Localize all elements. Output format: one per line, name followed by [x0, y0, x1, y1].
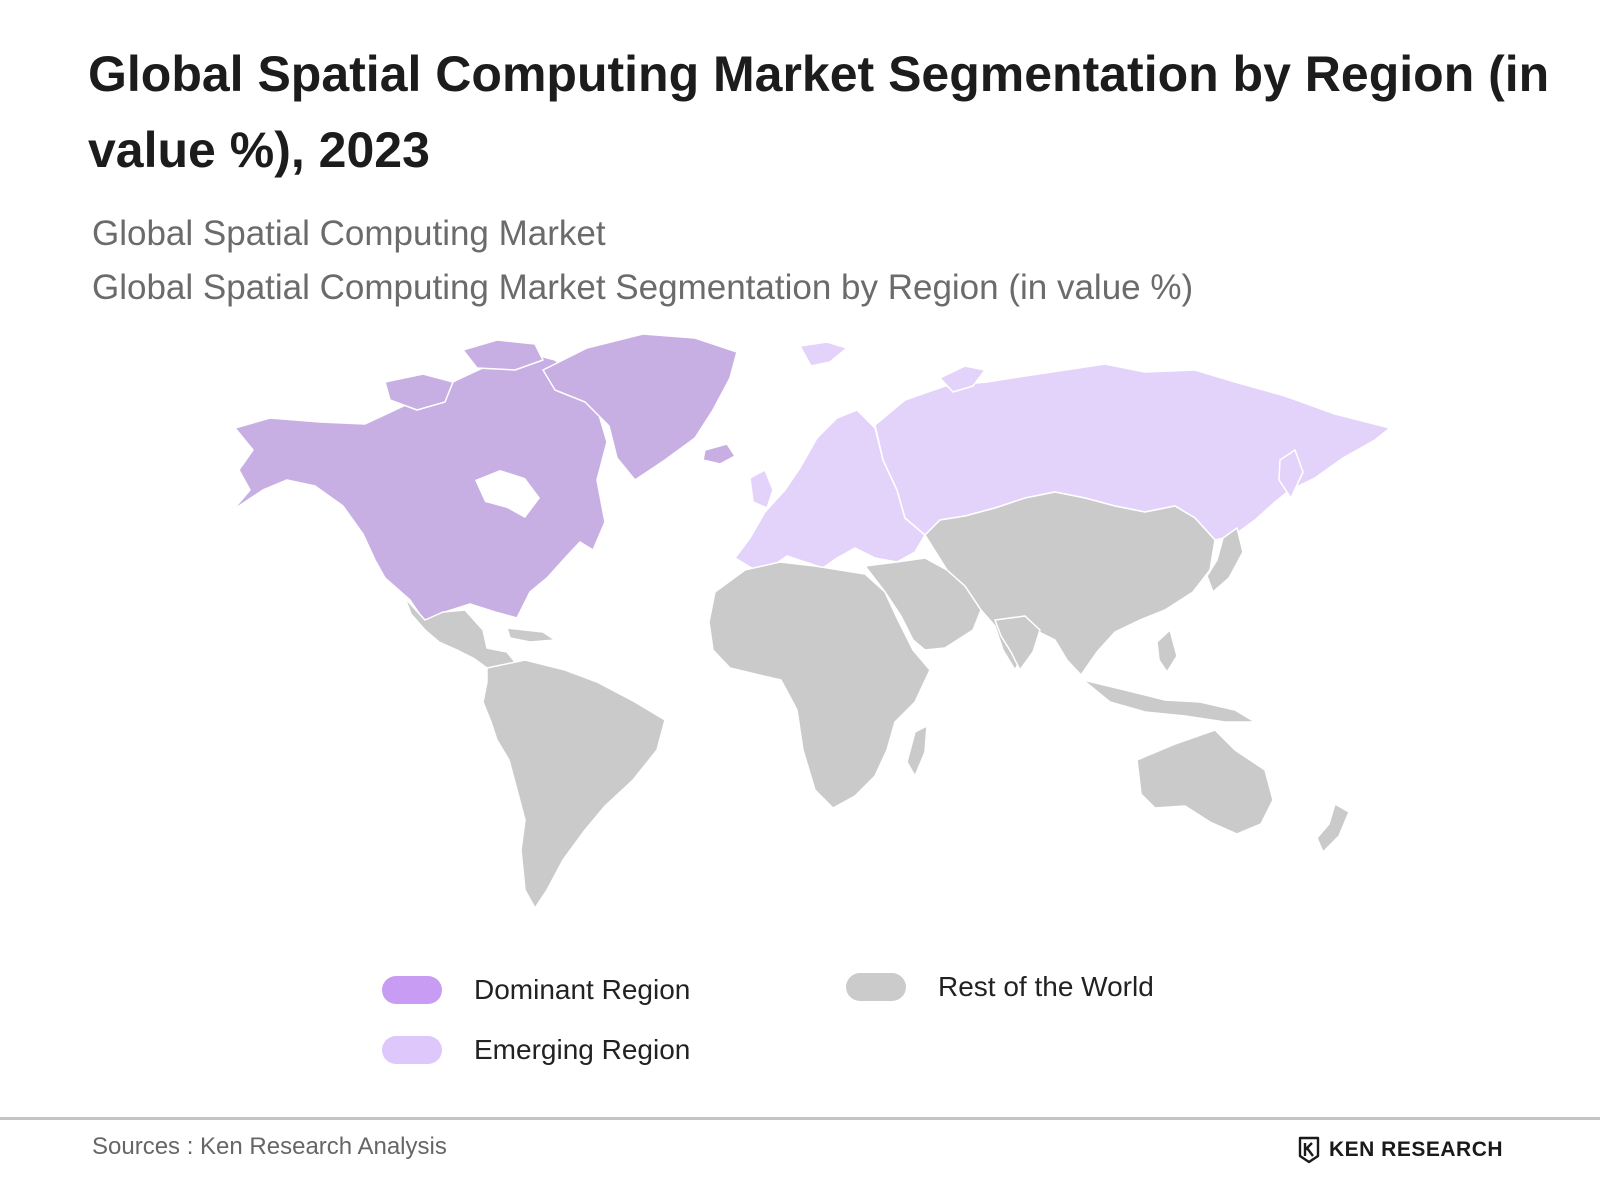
- title-line-1: Global Spatial Computing Market Segmenta…: [88, 46, 1550, 102]
- region-caribbean: [506, 627, 556, 643]
- brand-name: KEN RESEARCH: [1329, 1138, 1504, 1161]
- legend-label-rest: Rest of the World: [938, 971, 1154, 1002]
- subtitle-segmentation: Global Spatial Computing Market Segmenta…: [92, 268, 1194, 307]
- legend-dominant: Dominant Region: [382, 974, 690, 1006]
- region-kamchatka: [1278, 449, 1304, 499]
- source-note: Sources : Ken Research Analysis: [92, 1133, 447, 1160]
- legend-rest: Rest of the World: [846, 971, 1154, 1003]
- region-asia: [924, 491, 1216, 676]
- legend-emerging: Emerging Region: [382, 1034, 690, 1066]
- region-greenland: [542, 333, 738, 481]
- legend-swatch-rest: [846, 973, 906, 1001]
- region-japan: [1206, 527, 1244, 593]
- region-iceland: [702, 443, 736, 465]
- ken-research-logo-icon: [1298, 1136, 1320, 1164]
- title-line-2: value %), 2023: [88, 122, 430, 178]
- footer-divider: [0, 1117, 1600, 1120]
- region-madagascar: [906, 725, 928, 777]
- region-british-isles: [749, 469, 774, 509]
- legend-swatch-emerging: [382, 1036, 442, 1064]
- region-north-america: [232, 351, 608, 623]
- region-australia: [1136, 729, 1274, 835]
- region-southeast-asia-islands: [1082, 679, 1256, 723]
- legend-label-emerging: Emerging Region: [474, 1034, 691, 1065]
- region-india: [994, 615, 1041, 671]
- region-arctic-islands-2: [462, 339, 544, 371]
- region-south-america: [482, 659, 666, 909]
- legend-label-dominant: Dominant Region: [474, 974, 691, 1005]
- region-philippines: [1156, 629, 1178, 673]
- region-svalbard: [799, 341, 848, 367]
- region-russia-north-island: [939, 365, 986, 393]
- hudson-bay-water: [475, 470, 540, 518]
- region-arctic-islands: [384, 373, 454, 411]
- world-map-svg: [232, 333, 1391, 909]
- region-new-zealand: [1316, 803, 1350, 853]
- brand-logo: KEN RESEARCH: [1297, 1136, 1503, 1164]
- subtitle-market: Global Spatial Computing Market: [92, 214, 606, 253]
- region-middle-east: [864, 557, 982, 651]
- world-map: [225, 330, 1425, 930]
- legend-swatch-dominant: [382, 976, 442, 1004]
- chart-title: Global Spatial Computing Market Segmenta…: [88, 36, 1588, 188]
- region-africa: [708, 561, 931, 809]
